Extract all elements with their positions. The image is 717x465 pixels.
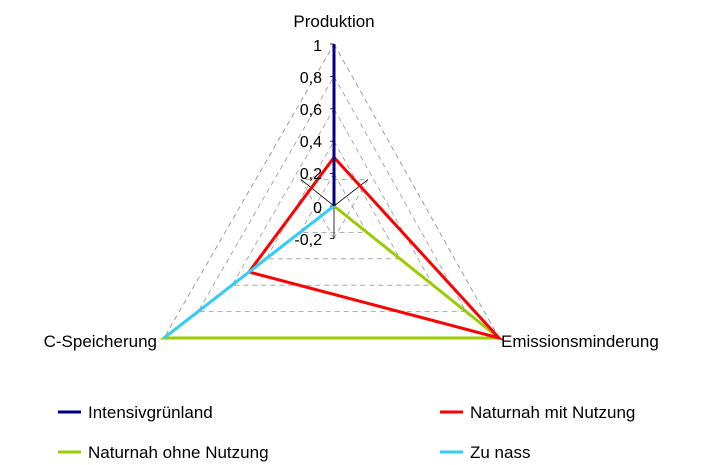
grid-ring [231,107,434,286]
legend-label: Zu nass [470,443,530,462]
axis-label-c-speicherung: C-Speicherung [44,332,157,351]
tick-label: 0,8 [300,70,322,87]
legend-item-naturnah-mit-nutzung: Naturnah mit Nutzung [440,403,635,422]
tick-label: 0 [313,200,322,217]
tick-label: 1 [313,38,322,55]
legend: Intensivgrünland Naturnah mit Nutzung Na… [58,403,635,462]
tick-label: 0,2 [300,166,322,183]
tick-label: 0,6 [300,102,322,119]
series-line [163,204,335,340]
tick-label: 0,4 [300,134,322,151]
series-line [159,204,504,340]
legend-item-intensivgruenland: Intensivgrünland [58,403,213,422]
series-line [246,155,504,341]
grid-ring [299,172,368,233]
axis-label-produktion: Produktion [293,12,374,31]
series-layer [159,44,504,341]
legend-label: Intensivgrünland [88,403,213,422]
legend-item-zu-nass: Zu nass [440,443,530,462]
legend-label: Naturnah ohne Nutzung [88,443,269,462]
legend-label: Naturnah mit Nutzung [470,403,635,422]
axis-label-emissionsminderung: Emissionsminderung [501,332,659,351]
legend-item-naturnah-ohne-nutzung: Naturnah ohne Nutzung [58,443,269,462]
grid-ring [265,140,401,260]
tick-label: -0,2 [294,232,322,249]
